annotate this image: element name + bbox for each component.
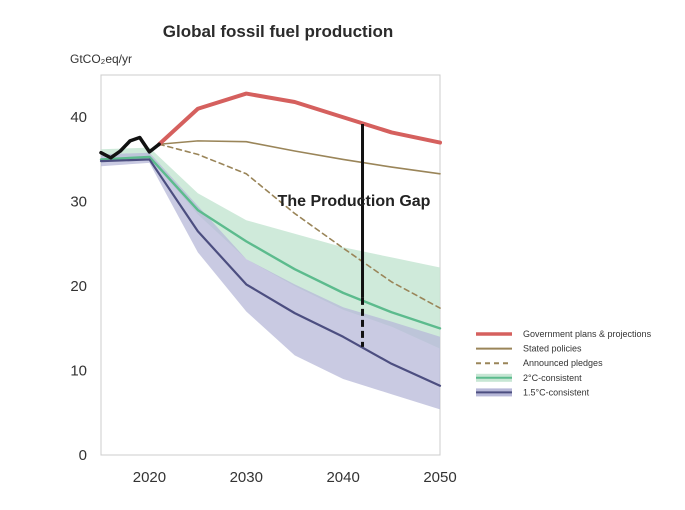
- x-tick-label: 2050: [423, 469, 456, 486]
- y-tick-label: 40: [70, 109, 87, 126]
- x-axis-ticks: 2020 2030 2040 2050: [133, 469, 457, 486]
- series-line-government-plans-projections: [157, 91, 442, 147]
- x-tick-label: 2040: [326, 469, 359, 486]
- legend-label-government-plans-projections: Government plans & projections: [523, 329, 652, 339]
- y-tick-label: 0: [79, 447, 87, 464]
- y-axis-ticks: 0 10 20 30 40: [70, 109, 87, 464]
- series-line-stated-policies: [158, 140, 441, 175]
- legend: Government plans & projections Stated pol…: [476, 329, 652, 397]
- x-tick-label: 2030: [230, 469, 263, 486]
- y-tick-label: 30: [70, 194, 87, 211]
- series-line-2c-consistent: [99, 155, 442, 330]
- legend-label-stated-policies: Stated policies: [523, 344, 582, 354]
- legend-label-2c-consistent: 2°C-consistent: [523, 373, 582, 383]
- series-line-1-5c-consistent: [99, 158, 442, 387]
- y-axis-unit-label: GtCO₂eq/yr: [70, 52, 132, 66]
- legend-label-announced-pledges: Announced pledges: [523, 358, 603, 368]
- lines-layer: [99, 91, 442, 387]
- y-tick-label: 20: [70, 278, 87, 295]
- legend-label-1-5c-consistent: 1.5°C-consistent: [523, 387, 590, 397]
- production-gap-label: The Production Gap: [278, 193, 431, 210]
- x-tick-label: 2020: [133, 469, 166, 486]
- chart-title: Global fossil fuel production: [163, 22, 393, 41]
- series-line-historical: [99, 135, 161, 160]
- band-1-5c-consistent: [101, 152, 440, 410]
- plot-frame: [100, 74, 441, 456]
- y-tick-label: 10: [70, 363, 87, 380]
- bands-layer: [101, 147, 440, 410]
- series-line-announced-pledges: [158, 143, 441, 309]
